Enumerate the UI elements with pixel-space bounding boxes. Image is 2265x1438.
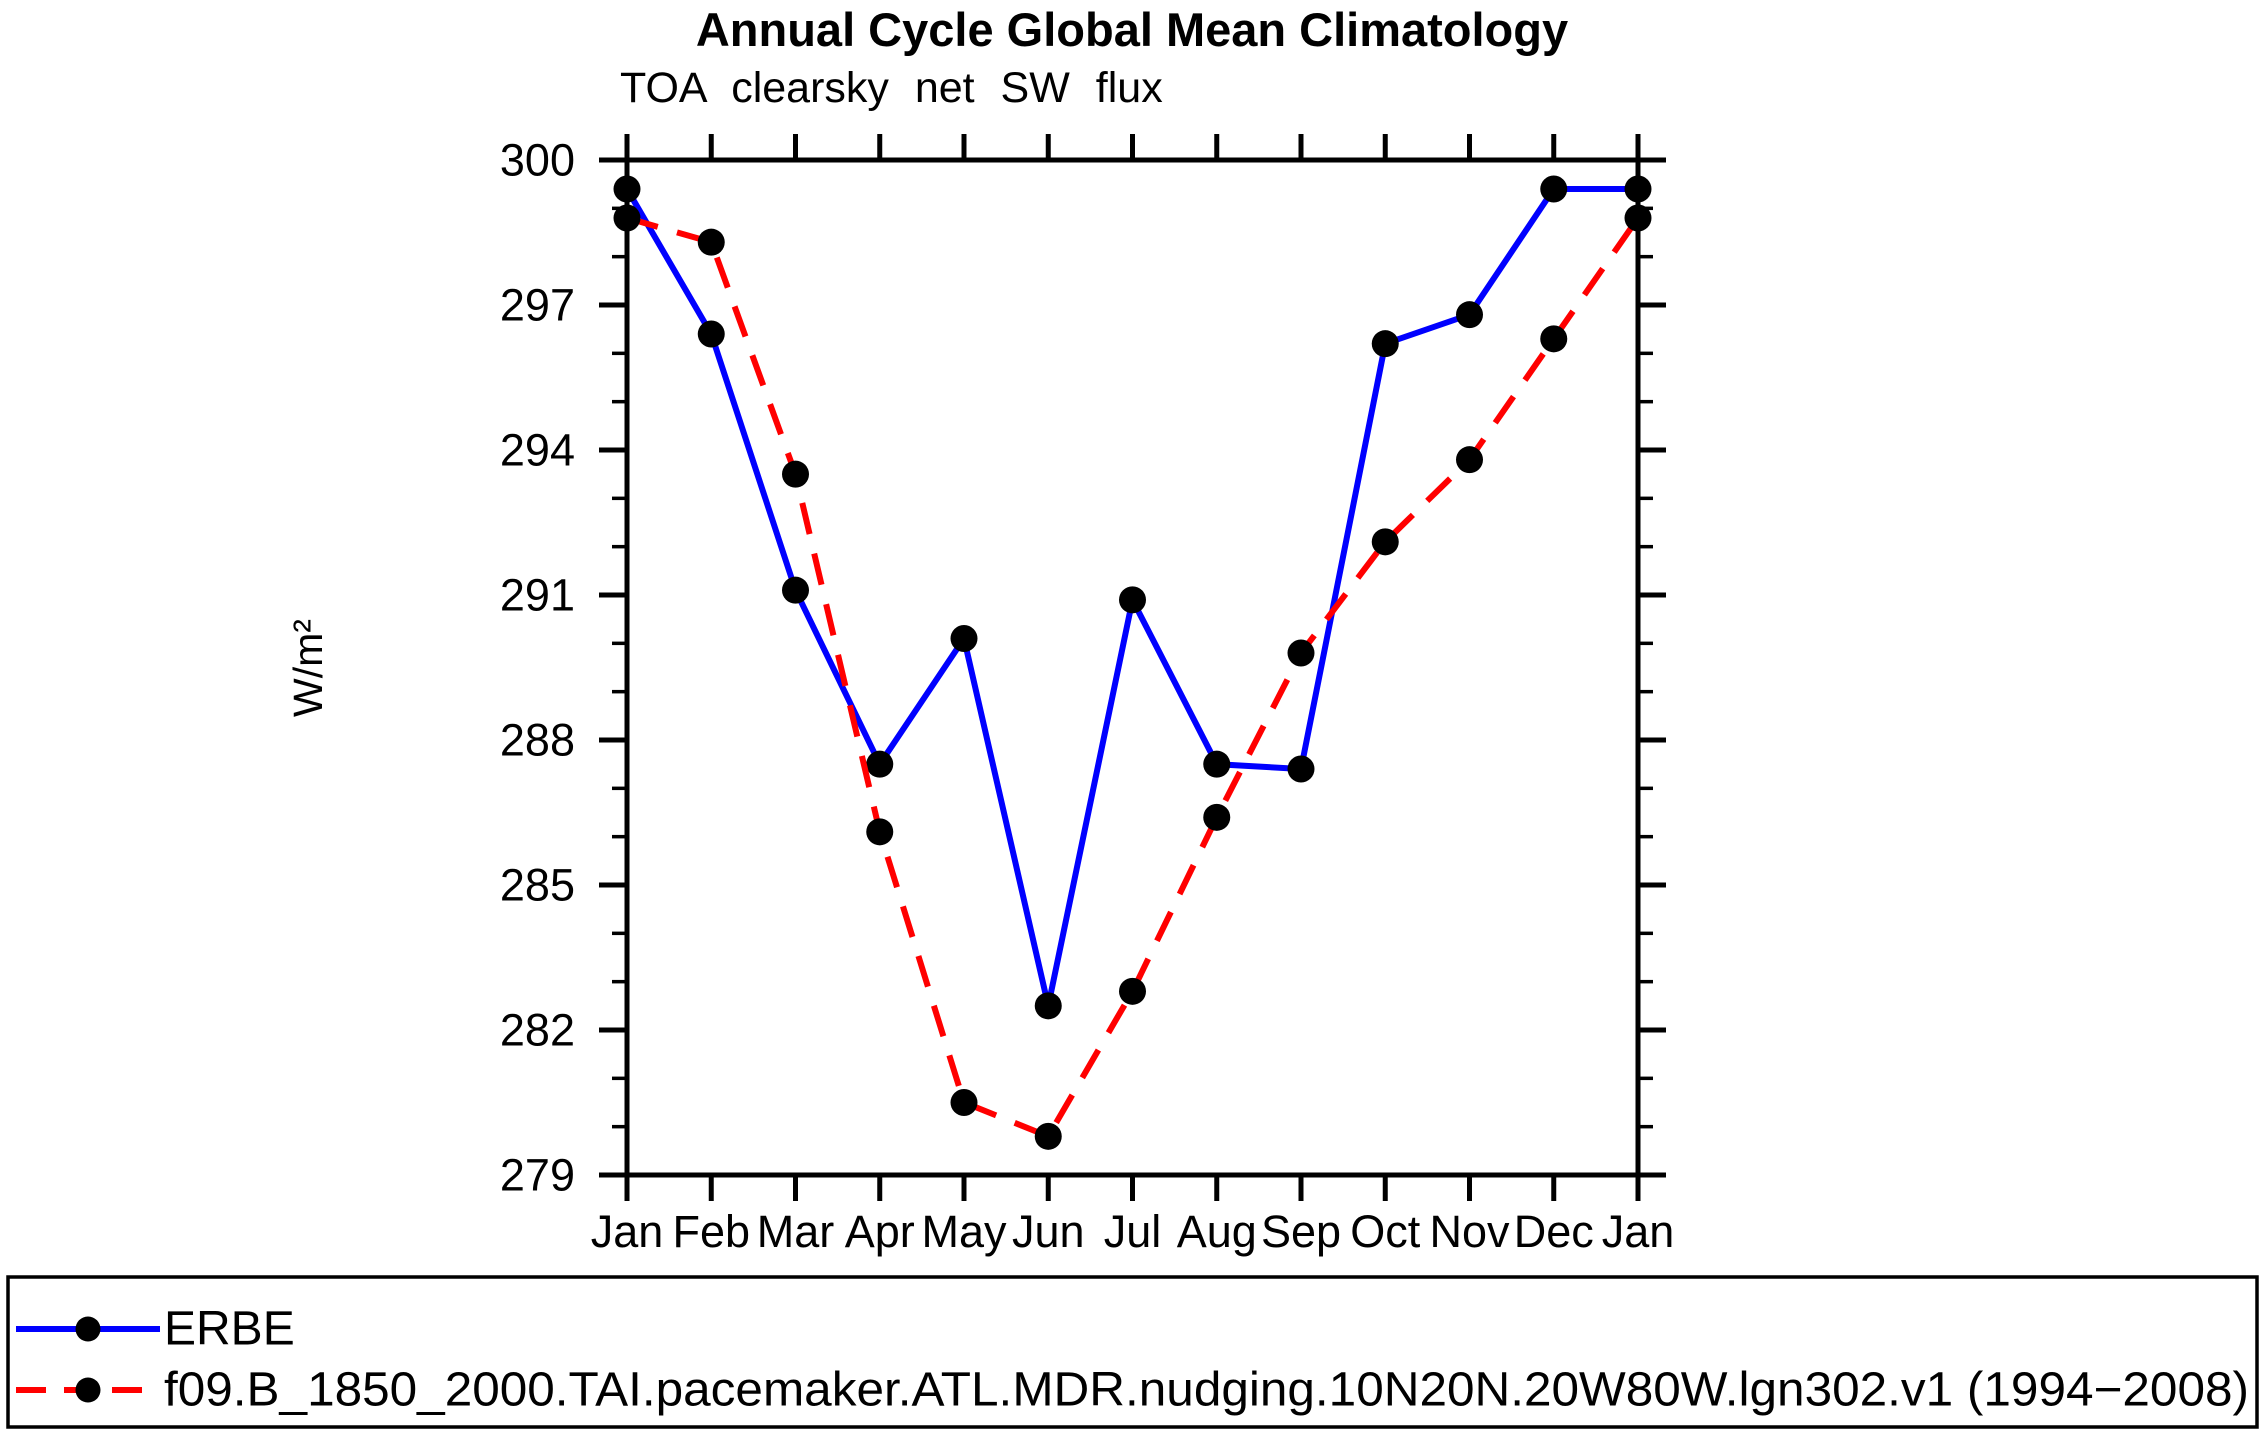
legend-marker-model <box>75 1377 101 1403</box>
data-point <box>1119 586 1146 614</box>
data-point <box>1624 204 1652 232</box>
chart-subtitle: TOA clearsky net SW flux <box>620 64 1163 112</box>
data-point <box>1034 1122 1062 1150</box>
data-point <box>866 818 894 846</box>
data-point <box>1540 175 1568 203</box>
y-tick-label: 291 <box>500 570 575 621</box>
data-series <box>613 175 1652 1150</box>
data-point <box>1371 528 1399 556</box>
data-point <box>1540 325 1568 353</box>
x-tick-label: Jan <box>1602 1206 1675 1257</box>
x-tick-label: Jul <box>1104 1206 1162 1257</box>
legend: ERBE f09.B_1850_2000.TAI.pacemaker.ATL.M… <box>6 1275 2259 1429</box>
data-point <box>950 625 978 652</box>
data-point <box>1371 330 1399 358</box>
data-point <box>1203 803 1231 831</box>
y-tick-label: 294 <box>500 425 575 476</box>
data-point <box>1034 992 1062 1020</box>
x-tick-label: Feb <box>672 1206 750 1257</box>
plot-box <box>624 157 1641 1178</box>
x-tick-label: Mar <box>757 1206 835 1257</box>
data-point <box>1456 301 1483 329</box>
y-axis-label: W/m² <box>285 619 331 717</box>
y-tick-label: 300 <box>500 135 575 186</box>
legend-marker-erbe <box>75 1316 101 1342</box>
data-point <box>1203 750 1231 778</box>
data-point <box>782 576 809 604</box>
x-tick-label: Nov <box>1429 1206 1510 1257</box>
data-point <box>697 228 725 256</box>
x-tick-label: May <box>921 1206 1007 1257</box>
chart-title: Annual Cycle Global Mean Climatology <box>696 3 1568 56</box>
x-tick-label: Oct <box>1350 1206 1421 1257</box>
data-point <box>1287 639 1315 667</box>
data-point <box>866 750 894 778</box>
data-point <box>613 204 641 232</box>
x-tick-label: Jan <box>591 1206 664 1257</box>
y-tick-label: 282 <box>500 1005 575 1056</box>
data-point <box>950 1089 978 1116</box>
data-point <box>697 320 725 348</box>
x-tick-label: Apr <box>845 1206 915 1257</box>
x-tick-label: Jun <box>1012 1206 1085 1257</box>
x-tick-label: Dec <box>1514 1206 1594 1257</box>
data-point <box>1287 755 1315 783</box>
data-point <box>1119 977 1146 1005</box>
y-tick-label: 279 <box>500 1150 575 1201</box>
legend-box <box>6 1275 2259 1429</box>
data-point <box>613 175 641 203</box>
x-tick-label: Sep <box>1261 1206 1341 1257</box>
data-point <box>782 460 809 488</box>
x-tick-label: Aug <box>1177 1206 1257 1257</box>
data-point <box>1624 175 1652 203</box>
legend-label-model: f09.B_1850_2000.TAI.pacemaker.ATL.MDR.nu… <box>164 1364 2249 1417</box>
legend-label-erbe: ERBE <box>164 1303 295 1356</box>
y-tick-label: 297 <box>500 280 575 331</box>
y-tick-label: 285 <box>500 860 575 911</box>
data-point <box>1456 446 1483 474</box>
y-tick-label: 288 <box>500 715 575 766</box>
